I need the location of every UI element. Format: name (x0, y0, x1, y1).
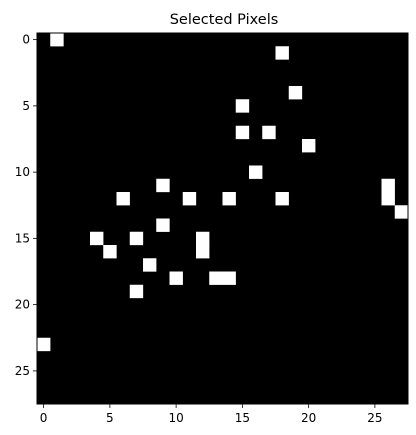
selected-pixel (116, 192, 130, 206)
x-tick-label: 15 (235, 411, 250, 425)
y-tick-label: 15 (15, 231, 30, 245)
selected-pixel (196, 245, 210, 259)
y-tick-label: 5 (22, 99, 30, 113)
selected-pixel (156, 218, 170, 232)
y-tick-label: 25 (15, 364, 30, 378)
selected-pixel (381, 178, 395, 193)
selected-pixel (196, 231, 210, 246)
selected-pixel (235, 99, 250, 113)
x-tick-label: 10 (168, 411, 183, 425)
selected-pixel (143, 258, 157, 272)
y-tick-label: 0 (22, 33, 30, 47)
selected-pixel (169, 271, 183, 285)
y-axis: 0 5 10 15 20 25 (15, 33, 37, 378)
selected-pixel (381, 192, 395, 206)
selected-pixel-layer (37, 33, 409, 352)
x-tick-label: 20 (301, 411, 316, 425)
selected-pixel (275, 46, 289, 60)
x-axis: 0 5 10 15 20 25 (40, 404, 383, 425)
selected-pixel (275, 192, 289, 206)
selected-pixel (129, 231, 144, 246)
selected-pixel (103, 245, 117, 259)
x-tick-label: 0 (40, 411, 48, 425)
selected-pixel (182, 192, 197, 206)
x-tick-label: 25 (367, 411, 382, 425)
plot-frame (36, 32, 409, 405)
selected-pixel (235, 125, 250, 140)
x-tick-label: 5 (106, 411, 114, 425)
selected-pixel (50, 33, 64, 47)
chart-title: Selected Pixels (170, 12, 279, 28)
selected-pixel (249, 165, 263, 179)
selected-pixel (129, 284, 144, 299)
selected-pixel (222, 271, 236, 285)
selected-pixel (288, 86, 303, 100)
selected-pixel (209, 271, 223, 285)
selected-pixel (394, 205, 409, 219)
selected-pixel (156, 178, 170, 193)
plot-area (36, 32, 409, 405)
y-tick-label: 20 (15, 298, 30, 312)
image-background (37, 33, 408, 404)
selected-pixel (262, 125, 276, 140)
y-tick-label: 10 (15, 165, 30, 179)
selected-pixel (90, 231, 104, 246)
selected-pixel (302, 139, 316, 153)
selected-pixel (222, 192, 236, 206)
selected-pixel (37, 337, 51, 352)
